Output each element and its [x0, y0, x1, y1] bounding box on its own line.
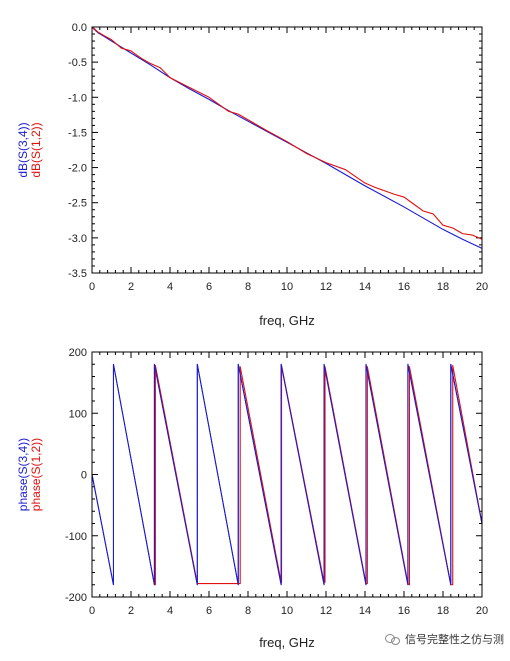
magnitude-chart: 0 2 4 6 8 10 12 14 16 18 20 0.0 -0.5 -1.0 -1.5 -2.0 -2.5… — [16, 22, 488, 328]
wechat-icon — [385, 633, 401, 645]
watermark: 信号完整性之仿与测 — [385, 631, 504, 647]
y-tick-label: 0.0 — [72, 22, 87, 34]
y-tick-label: -2.5 — [68, 198, 87, 210]
x-tick-label: 16 — [398, 281, 410, 293]
y-axis-label-red: dB(S(1,2)) — [29, 122, 43, 177]
y-tick-label: -1.0 — [68, 92, 87, 104]
x-tick-label: 8 — [245, 605, 251, 617]
plot-frame — [91, 26, 483, 274]
x-tick-label: 8 — [245, 281, 251, 293]
x-tick-label: 0 — [89, 605, 95, 617]
y-axis-label-blue: phase(S(3,4)) — [16, 438, 30, 511]
y-tick-label: 0 — [81, 470, 87, 482]
series-line-blue — [91, 363, 483, 586]
series-line-red — [154, 364, 483, 586]
x-tick-label: 2 — [128, 605, 134, 617]
x-tick-label: 12 — [320, 281, 332, 293]
x-tick-label: 10 — [281, 281, 293, 293]
x-tick-label: 12 — [320, 605, 332, 617]
x-tick-label: 18 — [437, 605, 449, 617]
y-tick-label: -200 — [65, 592, 87, 604]
watermark-text: 信号完整性之仿与测 — [405, 633, 504, 646]
x-tick-label: 18 — [437, 281, 449, 293]
y-tick-label: 200 — [69, 347, 87, 359]
x-tick-label: 0 — [89, 281, 95, 293]
x-axis-label: freq, GHz — [259, 313, 315, 328]
series-line-blue-overlay — [91, 364, 483, 585]
y-tick-label: -3.0 — [68, 233, 87, 245]
y-axis-label-red: phase(S(1,2)) — [29, 438, 43, 511]
y-tick-label: -1.5 — [68, 127, 87, 139]
x-tick-label: 14 — [359, 281, 371, 293]
x-tick-label: 20 — [476, 281, 488, 293]
y-axis-label-blue: dB(S(3,4)) — [16, 122, 30, 177]
x-tick-label: 2 — [128, 281, 134, 293]
y-tick-label: -100 — [65, 531, 87, 543]
x-tick-label: 20 — [476, 605, 488, 617]
y-tick-label: 100 — [69, 408, 87, 420]
x-tick-label: 10 — [281, 605, 293, 617]
series-line-blue — [91, 26, 483, 249]
x-tick-label: 4 — [167, 281, 173, 293]
x-axis-label: freq, GHz — [259, 635, 315, 650]
x-tick-label: 6 — [206, 281, 212, 293]
x-tick-label: 6 — [206, 605, 212, 617]
phase-chart: 0 2 4 6 8 10 12 14 16 18 20 200 100 0 -100 -200 freq, GH… — [16, 347, 488, 650]
y-tick-label: -3.5 — [68, 268, 87, 280]
x-tick-label: 4 — [167, 605, 173, 617]
y-tick-label: -2.0 — [68, 163, 87, 175]
y-tick-label: -0.5 — [68, 57, 87, 69]
x-tick-label: 14 — [359, 605, 371, 617]
plot-frame — [91, 351, 483, 598]
series-line-red — [91, 26, 483, 240]
x-tick-label: 16 — [398, 605, 410, 617]
